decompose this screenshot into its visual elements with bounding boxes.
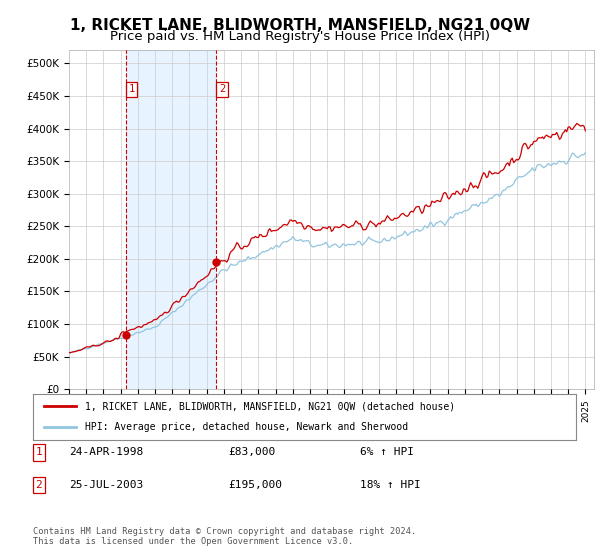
Text: 6% ↑ HPI: 6% ↑ HPI [360, 447, 414, 458]
Text: 25-JUL-2003: 25-JUL-2003 [69, 480, 143, 490]
Bar [126, 50, 217, 389]
Text: £83,000: £83,000 [228, 447, 275, 458]
Text: HPI: Average price, detached house, Newark and Sherwood: HPI: Average price, detached house, Newa… [85, 422, 408, 432]
Text: Price paid vs. HM Land Registry's House Price Index (HPI): Price paid vs. HM Land Registry's House … [110, 30, 490, 43]
Text: 1: 1 [128, 85, 135, 95]
Text: 2: 2 [219, 85, 225, 95]
Text: 2: 2 [35, 480, 43, 490]
Text: 1, RICKET LANE, BLIDWORTH, MANSFIELD, NG21 0QW (detached house): 1, RICKET LANE, BLIDWORTH, MANSFIELD, NG… [85, 401, 455, 411]
Text: 1, RICKET LANE, BLIDWORTH, MANSFIELD, NG21 0QW: 1, RICKET LANE, BLIDWORTH, MANSFIELD, NG… [70, 18, 530, 33]
Text: 18% ↑ HPI: 18% ↑ HPI [360, 480, 421, 490]
Text: 1: 1 [35, 447, 43, 458]
Text: 24-APR-1998: 24-APR-1998 [69, 447, 143, 458]
Text: Contains HM Land Registry data © Crown copyright and database right 2024.
This d: Contains HM Land Registry data © Crown c… [33, 526, 416, 546]
Text: £195,000: £195,000 [228, 480, 282, 490]
